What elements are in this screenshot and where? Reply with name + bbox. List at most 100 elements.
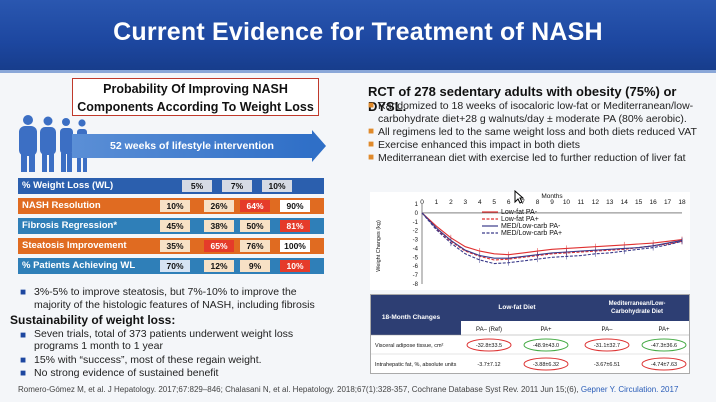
series-line — [421, 212, 683, 259]
x-tick-label: 12 — [592, 199, 600, 206]
bullet-icon: ■ — [368, 126, 375, 137]
highlight-circle — [523, 357, 569, 371]
sustain-item-3: ■ No strong evidence of sustained benefi… — [20, 367, 334, 379]
changes-table-graphic: 18-Month Changes Low-fat Diet Mediterranea… — [371, 295, 689, 371]
wl-row: Steatosis Improvement 35% 65% 76% 100% — [18, 238, 330, 254]
wl-row-value: 81% — [280, 220, 310, 232]
wl-row-value: 10% — [280, 260, 310, 272]
y-tick-label: 0 — [415, 211, 419, 217]
rct-bullet-1: ■ Randomized to 18 weeks of isocaloric l… — [368, 100, 708, 125]
x-tick-label: 5 — [492, 199, 496, 206]
y-tick-label: -6 — [413, 264, 419, 270]
table-row-label: Intrahepatic fat, %, absolute units — [375, 362, 457, 368]
table-row-label: Visceral adipose tissue, cm² — [375, 343, 444, 349]
wl-row: NASH Resolution 10% 26% 64% 90% — [18, 198, 330, 214]
wl-row-value: 90% — [280, 200, 310, 212]
chart-title: Months — [541, 193, 563, 200]
wl-row-value: 45% — [160, 220, 190, 232]
y-axis-label: Weight Changes (kg) — [376, 220, 382, 272]
wl-row-value: 10% — [160, 200, 190, 212]
wl-row-value: 5% — [182, 180, 212, 192]
bullet-icon: ■ — [20, 355, 27, 366]
table-subheader: PA– — [602, 327, 614, 333]
gepner-reference-link[interactable]: Gepner Y. Circulation. 2017 — [580, 385, 679, 394]
rct-bullet-3: ■ Exercise enhanced this impact in both … — [368, 139, 708, 152]
table-cell: -48.9±43.0 — [533, 343, 559, 349]
legend-entry: MED/Low-carb PA+ — [501, 230, 562, 237]
rct-bullet-2-text: All regimens led to the same weight loss… — [378, 126, 697, 138]
sustain-item-3-text: No strong evidence of sustained benefit — [34, 367, 219, 379]
legend-entry: Low-fat PA+ — [501, 216, 539, 223]
bullet-icon: ■ — [20, 287, 27, 298]
series-line — [421, 212, 683, 256]
table-header-changes: 18-Month Changes — [382, 314, 441, 321]
table-header-med-line2: Carbohydrate Diet — [611, 309, 663, 315]
legend-entry: MED/Low-carb PA- — [501, 223, 561, 230]
mouse-cursor-icon — [514, 190, 524, 204]
x-tick-label: 4 — [478, 199, 482, 206]
y-tick-label: -4 — [413, 246, 419, 252]
probability-title-line1: Probability Of Improving NASH — [103, 82, 288, 96]
x-tick-label: 6 — [507, 199, 511, 206]
y-tick-label: 1 — [415, 202, 419, 208]
wl-row-value: 50% — [240, 220, 270, 232]
table-cell: -4.74±7.63 — [651, 362, 677, 368]
x-tick-label: 11 — [578, 199, 585, 206]
bullet-icon: ■ — [368, 100, 375, 111]
wl-row-value: 26% — [204, 200, 234, 212]
highlight-circle — [466, 338, 512, 352]
table-cell: -32.8±33.5 — [476, 343, 502, 349]
bullet-icon: ■ — [20, 330, 27, 341]
bullet-icon: ■ — [20, 368, 27, 379]
rct-bullet-2: ■ All regimens led to the same weight lo… — [368, 126, 708, 139]
x-tick-label: 0 — [420, 199, 424, 206]
rct-bullet-3-text: Exercise enhanced this impact in both di… — [378, 139, 580, 151]
sustainability-title: Sustainability of weight loss: — [10, 313, 176, 327]
slide-title: Current Evidence for Treatment of NASH — [113, 18, 603, 46]
bullet-icon: ■ — [368, 139, 375, 150]
table-subheader-bg — [461, 321, 689, 335]
x-tick-label: 10 — [563, 199, 571, 206]
y-tick-label: -8 — [413, 282, 419, 288]
sustain-item-2: ■ 15% with “success”, most of these rega… — [20, 354, 334, 366]
wl-row: % Weight Loss (WL) 5% 7% 10% — [18, 178, 330, 194]
wl-row-value: 64% — [240, 200, 270, 212]
highlight-circle — [641, 357, 687, 371]
wl-row-value: 10% — [262, 180, 292, 192]
table-cell: -47.3±36.6 — [651, 343, 677, 349]
table-cell: -31.1±32.7 — [594, 343, 620, 349]
table-cell: -3.7±7.12 — [477, 362, 500, 368]
highlight-circle — [523, 338, 569, 352]
sustain-item-1-text: Seven trials, total of 373 patients unde… — [34, 328, 294, 352]
wl-row-value: 35% — [160, 240, 190, 252]
wl-row: Fibrosis Regression* 45% 38% 50% 81% — [18, 218, 330, 234]
table-cell: -3.67±6.51 — [594, 362, 620, 368]
series-line — [421, 212, 683, 261]
table-subheader: PA+ — [540, 327, 552, 333]
x-tick-label: 16 — [649, 199, 657, 206]
x-tick-label: 14 — [621, 199, 629, 206]
y-tick-label: -2 — [413, 229, 419, 235]
wl-row-value: 65% — [204, 240, 234, 252]
x-tick-label: 1 — [435, 199, 439, 206]
y-tick-label: -7 — [413, 273, 419, 279]
x-tick-label: 13 — [606, 199, 614, 206]
legend-entry: Low-fat PA- — [501, 209, 538, 216]
bullet-icon: ■ — [368, 152, 375, 163]
highlight-circle — [584, 338, 630, 352]
wl-row-value: 7% — [222, 180, 252, 192]
table-subheader: PA– (Ref) — [476, 327, 502, 333]
eighteen-month-changes-table: 18-Month Changes Low-fat Diet Mediterranea… — [370, 294, 690, 374]
rct-title: RCT of 278 sedentary adults with obesity… — [368, 84, 677, 114]
bullet-weight-loss-text: 3%-5% to improve steatosis, but 7%-10% t… — [34, 286, 315, 311]
sustain-item-2-text: 15% with “success”, most of these regain… — [34, 354, 262, 366]
wl-row-value: 9% — [240, 260, 270, 272]
x-tick-label: 18 — [678, 199, 686, 206]
wl-row-value: 100% — [280, 240, 310, 252]
highlight-circle — [641, 338, 687, 352]
references-text: Romero-Gómez M, et al. J Hepatology. 201… — [18, 385, 579, 394]
series-line — [421, 212, 683, 265]
x-tick-label: 15 — [635, 199, 643, 206]
wl-row-value: 38% — [204, 220, 234, 232]
